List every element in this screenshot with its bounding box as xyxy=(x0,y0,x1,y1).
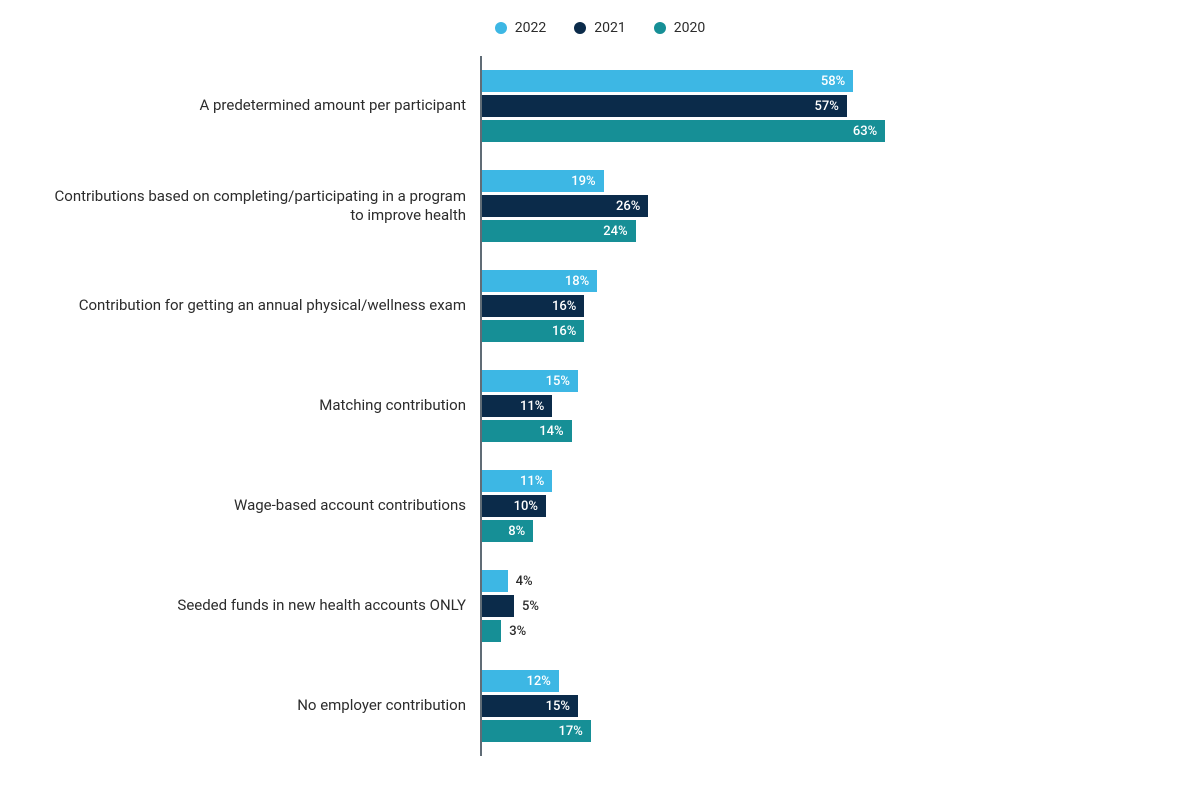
bar: 10% xyxy=(482,495,546,517)
bar: 58% xyxy=(482,70,853,92)
bar: 11% xyxy=(482,470,552,492)
bar-row: 58% xyxy=(482,70,1160,92)
category-label: Contributions based on completing/partic… xyxy=(40,156,480,256)
bar-row: 10% xyxy=(482,495,1160,517)
bar xyxy=(482,595,514,617)
bar: 11% xyxy=(482,395,552,417)
legend-item-2021: 2021 xyxy=(574,20,625,36)
bar: 19% xyxy=(482,170,604,192)
category-label-text: Wage-based account contributions xyxy=(234,496,466,516)
bar-value-label: 5% xyxy=(514,599,539,614)
bar-row: 26% xyxy=(482,195,1160,217)
bar-row: 15% xyxy=(482,370,1160,392)
bar: 26% xyxy=(482,195,648,217)
bar-row: 8% xyxy=(482,520,1160,542)
bar-group: 12% 15% 17% xyxy=(482,656,1160,756)
legend-swatch-icon xyxy=(574,22,586,34)
bar-row: 63% xyxy=(482,120,1160,142)
category-labels-column: A predetermined amount per participant Co… xyxy=(40,56,480,756)
bar-group: 58% 57% 63% xyxy=(482,56,1160,156)
bar-row: 16% xyxy=(482,295,1160,317)
bar-group: 19% 26% 24% xyxy=(482,156,1160,256)
category-label-text: Matching contribution xyxy=(319,396,466,416)
category-label-text: Seeded funds in new health accounts ONLY xyxy=(177,596,466,616)
bar-row: 18% xyxy=(482,270,1160,292)
bar xyxy=(482,570,508,592)
legend-swatch-icon xyxy=(495,22,507,34)
category-label-text: A predetermined amount per participant xyxy=(200,96,467,116)
category-label: Seeded funds in new health accounts ONLY xyxy=(40,556,480,656)
bar: 14% xyxy=(482,420,572,442)
bar: 12% xyxy=(482,670,559,692)
bar-row: 14% xyxy=(482,420,1160,442)
bar: 57% xyxy=(482,95,847,117)
bar: 15% xyxy=(482,370,578,392)
legend-item-2022: 2022 xyxy=(495,20,546,36)
category-label-text: Contribution for getting an annual physi… xyxy=(79,296,466,316)
bar: 8% xyxy=(482,520,533,542)
plot-area: A predetermined amount per participant Co… xyxy=(40,56,1160,756)
bar: 63% xyxy=(482,120,885,142)
bar: 18% xyxy=(482,270,597,292)
bar-value-label: 3% xyxy=(501,624,526,639)
category-label: A predetermined amount per participant xyxy=(40,56,480,156)
legend-swatch-icon xyxy=(654,22,666,34)
bar-row: 16% xyxy=(482,320,1160,342)
bar-value-label: 4% xyxy=(508,574,533,589)
category-label-text: Contributions based on completing/partic… xyxy=(40,187,466,226)
bar-row: 5% xyxy=(482,595,1160,617)
legend-item-2020: 2020 xyxy=(654,20,705,36)
bar-row: 12% xyxy=(482,670,1160,692)
bar-row: 24% xyxy=(482,220,1160,242)
category-label: Wage-based account contributions xyxy=(40,456,480,556)
legend-label: 2020 xyxy=(674,20,705,36)
bar-row: 4% xyxy=(482,570,1160,592)
bar-group: 4% 5% 3% xyxy=(482,556,1160,656)
category-label: No employer contribution xyxy=(40,656,480,756)
chart-container: 2022 2021 2020 A predetermined amount per … xyxy=(0,0,1200,796)
bar: 16% xyxy=(482,295,584,317)
category-label: Contribution for getting an annual physi… xyxy=(40,256,480,356)
bar-row: 11% xyxy=(482,395,1160,417)
bar-row: 3% xyxy=(482,620,1160,642)
bar: 24% xyxy=(482,220,636,242)
bar-row: 15% xyxy=(482,695,1160,717)
bar-row: 17% xyxy=(482,720,1160,742)
bar-group: 15% 11% 14% xyxy=(482,356,1160,456)
bar: 16% xyxy=(482,320,584,342)
bar-row: 11% xyxy=(482,470,1160,492)
category-label: Matching contribution xyxy=(40,356,480,456)
bar-group: 18% 16% 16% xyxy=(482,256,1160,356)
bar xyxy=(482,620,501,642)
bars-column: 58%57%63%19%26%24%18%16%16%15%11%14%11%1… xyxy=(480,56,1160,756)
bar: 17% xyxy=(482,720,591,742)
legend-label: 2022 xyxy=(515,20,546,36)
bar-row: 57% xyxy=(482,95,1160,117)
bar-row: 19% xyxy=(482,170,1160,192)
bar-group: 11% 10% 8% xyxy=(482,456,1160,556)
bar: 15% xyxy=(482,695,578,717)
category-label-text: No employer contribution xyxy=(297,696,466,716)
legend: 2022 2021 2020 xyxy=(40,20,1160,36)
legend-label: 2021 xyxy=(594,20,625,36)
